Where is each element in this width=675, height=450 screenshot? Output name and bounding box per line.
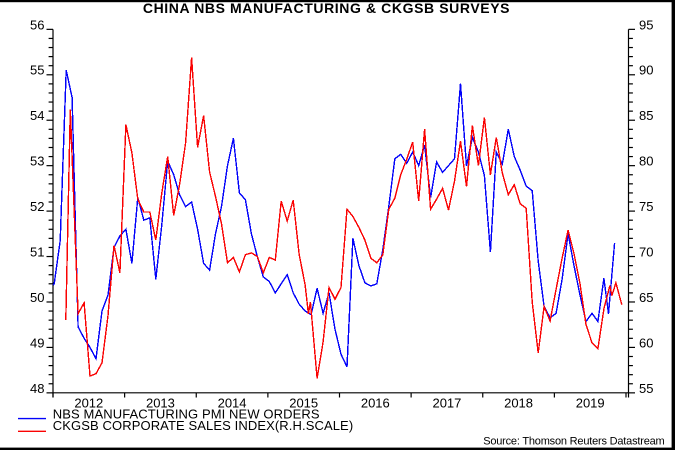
svg-text:2012: 2012 — [74, 395, 103, 410]
svg-text:54: 54 — [30, 108, 44, 123]
svg-text:49: 49 — [30, 335, 44, 350]
svg-text:85: 85 — [639, 108, 653, 123]
svg-text:2015: 2015 — [289, 395, 318, 410]
svg-text:CKGSB CORPORATE SALES INDEX(R.: CKGSB CORPORATE SALES INDEX(R.H.SCALE) — [53, 418, 353, 433]
svg-text:NBS MANUFACTURING PMI NEW ORDE: NBS MANUFACTURING PMI NEW ORDERS — [53, 406, 320, 421]
svg-text:52: 52 — [30, 199, 44, 214]
svg-text:65: 65 — [639, 290, 653, 305]
svg-text:53: 53 — [30, 154, 44, 169]
svg-text:55: 55 — [639, 381, 653, 396]
svg-text:60: 60 — [639, 335, 653, 350]
svg-text:51: 51 — [30, 244, 44, 259]
svg-text:55: 55 — [30, 63, 44, 78]
svg-text:2018: 2018 — [504, 395, 533, 410]
svg-text:2013: 2013 — [146, 395, 175, 410]
svg-text:95: 95 — [639, 17, 653, 32]
svg-text:2017: 2017 — [432, 395, 461, 410]
svg-text:Source: Thomson Reuters Datast: Source: Thomson Reuters Datastream — [483, 436, 664, 448]
svg-text:50: 50 — [30, 290, 44, 305]
svg-text:2019: 2019 — [576, 395, 605, 410]
svg-text:CHINA NBS MANUFACTURING & CKGS: CHINA NBS MANUFACTURING & CKGSB SURVEYS — [143, 0, 510, 16]
svg-text:90: 90 — [639, 63, 653, 78]
svg-text:56: 56 — [30, 17, 44, 32]
svg-text:80: 80 — [639, 154, 653, 169]
svg-text:75: 75 — [639, 199, 653, 214]
svg-text:70: 70 — [639, 244, 653, 259]
svg-text:2016: 2016 — [361, 395, 390, 410]
svg-text:48: 48 — [30, 381, 44, 396]
svg-text:2014: 2014 — [218, 395, 247, 410]
